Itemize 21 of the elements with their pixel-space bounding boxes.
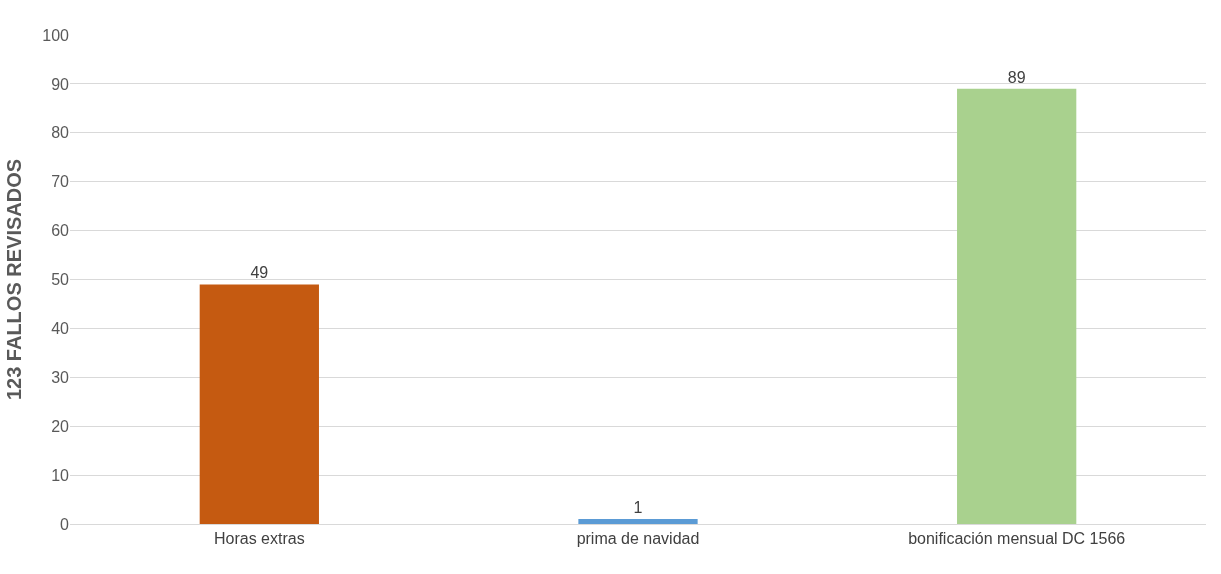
y-tick-label: 0 (60, 515, 70, 533)
data-label: 89 (1007, 68, 1026, 86)
y-tick-label: 50 (51, 271, 70, 289)
data-label: 49 (250, 264, 269, 282)
bar (578, 519, 698, 524)
y-tick-label: 90 (51, 75, 70, 93)
y-tick-label: 40 (51, 320, 70, 337)
y-tick-label: 60 (51, 222, 70, 240)
data-label: 1 (633, 499, 643, 517)
y-tick-label: 10 (51, 466, 70, 484)
bar (199, 284, 319, 524)
y-axis-title: 123 FALLOS REVISADOS (2, 158, 25, 401)
y-tick-label: 100 (42, 26, 70, 44)
bar (957, 88, 1077, 524)
x-tick-label: prima de navidad (576, 530, 700, 548)
x-tick-label: Horas extras (213, 530, 305, 548)
x-tick-label: bonificación mensual DC 1566 (908, 530, 1126, 548)
y-tick-label: 30 (51, 368, 70, 386)
y-tick-label: 70 (51, 173, 70, 191)
y-tick-label: 20 (51, 417, 70, 435)
y-tick-label: 80 (51, 124, 70, 142)
